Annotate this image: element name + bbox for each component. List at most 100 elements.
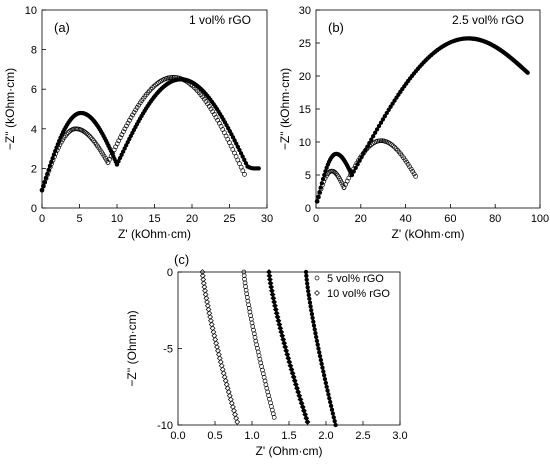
data-point	[256, 166, 261, 171]
data-point	[133, 107, 138, 113]
series-1	[314, 36, 530, 204]
data-point	[316, 346, 321, 351]
x-tick-label: 40	[399, 213, 411, 225]
panel-annotation: 1 vol% rGO	[189, 13, 251, 27]
data-point	[365, 145, 371, 150]
data-point	[127, 117, 132, 123]
data-point	[372, 130, 378, 135]
panel-2: 0 20 40 60 80 100 0 5 10 15 20 25 30 Z' (kOhm·cm) −Z''…	[278, 5, 549, 241]
data-point	[317, 354, 323, 359]
data-point	[384, 110, 389, 116]
plot-frame	[41, 9, 268, 209]
panel-1: 0 5 10 15 20 25 30 0 2 4 6 8 10 Z' (kOhm·cm) −Z'' (kOh…	[3, 5, 273, 241]
data-point	[413, 173, 419, 179]
data-point	[376, 123, 382, 129]
y-tick-label: 10	[299, 137, 311, 149]
data-point	[390, 143, 396, 149]
series-2	[314, 138, 419, 204]
data-point	[170, 74, 175, 80]
data-point	[319, 361, 324, 366]
data-point	[331, 415, 336, 420]
x-tick-label: 20	[186, 213, 198, 225]
data-point	[325, 388, 330, 393]
data-point	[326, 392, 331, 397]
data-point	[390, 101, 395, 106]
x-axis-label: Z' (kOhm·cm)	[118, 227, 191, 241]
y-tick-label: 15	[299, 104, 311, 116]
data-point	[327, 396, 332, 401]
y-tick-label: 0	[167, 267, 173, 279]
data-point	[304, 419, 311, 425]
data-point	[65, 130, 71, 135]
data-point	[150, 85, 155, 91]
data-point	[308, 304, 313, 309]
data-point	[199, 269, 206, 275]
y-tick-label: -10	[157, 420, 173, 432]
data-point	[242, 157, 247, 162]
data-point	[329, 407, 335, 412]
data-point	[408, 166, 414, 172]
panel-tag: (a)	[54, 20, 70, 35]
data-point	[314, 199, 320, 204]
data-point	[321, 179, 327, 184]
data-point	[333, 422, 338, 428]
panel-tag: (b)	[328, 20, 344, 35]
data-point	[87, 133, 92, 139]
x-axis-label: Z' (Ohm·cm)	[256, 444, 323, 458]
data-point	[328, 403, 334, 409]
x-tick-label: 0.0	[170, 430, 185, 442]
y-tick-label: 6	[31, 84, 37, 96]
x-tick-label: 0	[39, 213, 45, 225]
y-tick-label: 0	[31, 203, 37, 215]
x-tick-label: 60	[444, 213, 456, 225]
legend-label: 10 vol% rGO	[327, 288, 390, 300]
data-point	[310, 315, 315, 321]
series-1	[199, 269, 241, 425]
data-point	[171, 74, 177, 80]
data-point	[321, 373, 327, 378]
legend: 5 vol% rGO 10 vol% rGO	[314, 273, 390, 300]
data-point	[148, 86, 154, 92]
data-point	[311, 319, 316, 324]
data-point	[304, 277, 309, 282]
data-point	[243, 160, 249, 166]
data-point	[242, 171, 247, 177]
x-axis-label: Z' (kOhm·cm)	[392, 227, 465, 241]
data-point	[394, 95, 399, 100]
data-point	[304, 273, 309, 278]
data-point	[151, 83, 157, 89]
data-point	[340, 182, 346, 188]
data-point	[317, 350, 322, 355]
x-tick-label: 15	[148, 213, 160, 225]
data-point	[314, 334, 319, 340]
data-point	[525, 70, 530, 75]
data-point	[322, 176, 328, 181]
data-point	[237, 147, 242, 153]
x-tick-label: 100	[531, 213, 549, 225]
data-point	[320, 365, 325, 370]
x-tick-label: 0.5	[207, 430, 222, 442]
data-point	[369, 137, 374, 142]
data-point	[325, 171, 331, 177]
data-point	[316, 194, 321, 200]
data-point	[374, 127, 380, 132]
y-tick-label: 10	[25, 5, 37, 17]
plot-frame	[315, 9, 541, 209]
data-point	[392, 144, 397, 150]
data-point	[312, 327, 317, 332]
data-point	[58, 139, 64, 145]
data-point	[313, 331, 318, 336]
data-point	[378, 138, 384, 144]
data-point	[305, 285, 310, 290]
data-point	[388, 104, 393, 109]
data-point	[130, 112, 135, 118]
data-point	[330, 411, 336, 416]
data-point	[410, 169, 416, 174]
data-point	[328, 399, 333, 405]
data-point	[168, 75, 174, 80]
data-point	[393, 146, 399, 152]
data-point	[234, 419, 241, 425]
data-point	[134, 105, 140, 110]
data-point	[57, 142, 63, 148]
